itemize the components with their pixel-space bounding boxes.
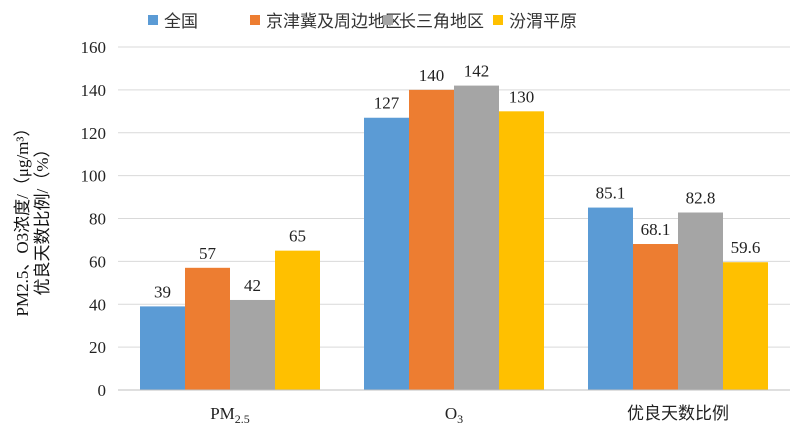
y-axis-ticks: 0 20 40 60 80 100 120 140 160 bbox=[81, 38, 107, 400]
y-tick-label: 100 bbox=[81, 167, 107, 186]
legend-swatch bbox=[383, 15, 393, 25]
data-label: 39 bbox=[154, 282, 171, 301]
data-label: 127 bbox=[374, 94, 400, 113]
legend-label: 长三角地区 bbox=[399, 12, 484, 32]
y-tick-label: 120 bbox=[81, 124, 107, 143]
bar bbox=[678, 212, 723, 390]
data-label: 82.8 bbox=[686, 188, 716, 207]
data-label: 68.1 bbox=[641, 220, 671, 239]
y-tick-label: 20 bbox=[89, 338, 106, 357]
x-tick-label: O3 bbox=[445, 404, 463, 426]
y-tick-label: 0 bbox=[98, 381, 107, 400]
data-label: 130 bbox=[509, 87, 535, 106]
data-labels: 39 57 42 65 127 140 142 130 85.1 68.1 82.8 59.6 bbox=[154, 62, 760, 302]
bar bbox=[499, 111, 544, 390]
y-axis-label-line1: PM2.5、O3浓度/（μg/m³） bbox=[13, 120, 32, 317]
x-tick-label: 优良天数比例 bbox=[627, 404, 729, 424]
y-tick-label: 140 bbox=[81, 81, 107, 100]
legend-swatch bbox=[250, 15, 260, 25]
bar bbox=[275, 250, 320, 390]
y-tick-label: 60 bbox=[89, 252, 106, 271]
y-tick-label: 40 bbox=[89, 295, 106, 314]
x-axis-ticks: PM2.5 O3 优良天数比例 bbox=[210, 404, 729, 426]
bar bbox=[364, 117, 409, 391]
data-label: 140 bbox=[419, 66, 445, 85]
bar bbox=[723, 262, 768, 390]
y-tick-label: 80 bbox=[89, 210, 106, 229]
legend-label: 京津冀及周边地区 bbox=[266, 12, 402, 32]
legend-label: 全国 bbox=[164, 12, 198, 32]
y-tick-label: 160 bbox=[81, 38, 107, 57]
data-label: 65 bbox=[289, 227, 306, 246]
legend-swatch bbox=[493, 15, 503, 25]
legend-label: 汾渭平原 bbox=[509, 12, 577, 32]
bar bbox=[230, 299, 275, 390]
data-label: 42 bbox=[244, 276, 261, 295]
data-label: 85.1 bbox=[596, 184, 626, 203]
bars bbox=[140, 85, 768, 391]
data-label: 59.6 bbox=[731, 238, 761, 257]
bar bbox=[454, 85, 499, 391]
data-label: 57 bbox=[199, 244, 217, 263]
bar bbox=[588, 207, 633, 390]
y-axis-label-line2: 优良天数比例/（%） bbox=[33, 141, 52, 296]
bar bbox=[140, 306, 185, 390]
y-axis-label: PM2.5、O3浓度/（μg/m³） 优良天数比例/（%） bbox=[13, 120, 52, 317]
data-label: 142 bbox=[464, 62, 490, 81]
bar bbox=[185, 267, 230, 390]
legend-swatch bbox=[148, 15, 158, 25]
bar bbox=[633, 244, 678, 390]
x-tick-label: PM2.5 bbox=[210, 404, 250, 426]
bar bbox=[409, 89, 454, 390]
